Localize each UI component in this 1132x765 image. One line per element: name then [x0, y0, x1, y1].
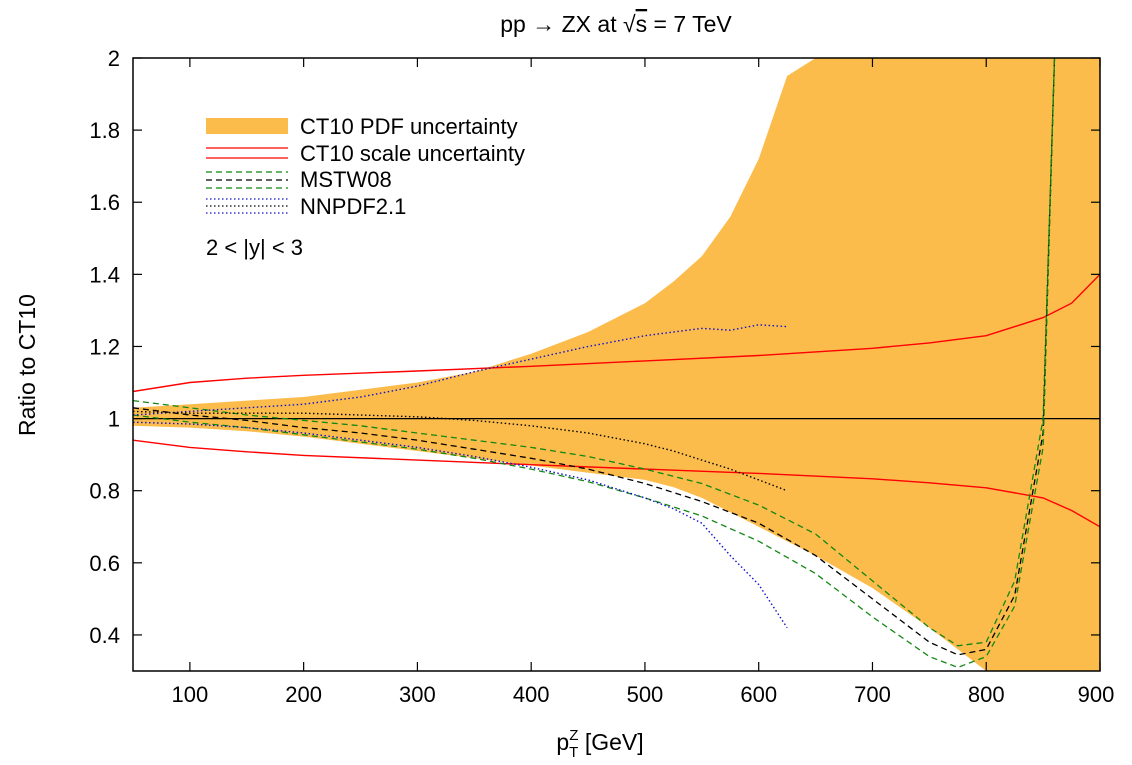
plot-area — [133, 58, 1100, 671]
legend-label-mstw: MSTW08 — [300, 167, 392, 192]
chart-title: pp → ZX at √s = 7 TeV — [500, 11, 732, 37]
y-tick-label: 1.2 — [89, 334, 120, 359]
ct10-scale-upper-line — [133, 273, 1100, 393]
x-axis-title-p: p — [556, 729, 569, 755]
x-tick-label: 800 — [968, 682, 1005, 707]
x-axis: 100 200 300 400 500 600 700 800 900 — [172, 58, 1115, 707]
title-mid: ZX at — [555, 11, 623, 37]
x-tick-label: 500 — [627, 682, 664, 707]
y-tick-label: 0.4 — [89, 623, 120, 648]
title-s: s — [636, 11, 648, 37]
legend: CT10 PDF uncertainty CT10 scale uncertai… — [206, 114, 525, 219]
x-tick-label: 700 — [854, 682, 891, 707]
title-arrow: → — [532, 11, 555, 37]
legend-label-nnpdf: NNPDF2.1 — [300, 194, 406, 219]
title-prefix: pp — [500, 11, 532, 37]
nnpdf21-central-line — [133, 410, 788, 492]
nnpdf21-upper-line — [133, 324, 788, 416]
y-tick-label: 1.4 — [89, 262, 120, 287]
x-tick-label: 200 — [285, 682, 322, 707]
y-tick-label: 2 — [108, 46, 120, 71]
nnpdf21-lower-line — [133, 421, 788, 629]
x-axis-title: pTZ [GeV] — [556, 727, 643, 761]
y-axis: 0.4 0.6 0.8 1 1.2 1.4 1.6 1.8 2 — [89, 46, 1100, 648]
y-tick-label: 0.6 — [89, 551, 120, 576]
title-suffix: = 7 TeV — [647, 11, 732, 37]
y-tick-label: 1.8 — [89, 118, 120, 143]
legend-swatch-pdf-band — [206, 118, 288, 134]
x-axis-title-sub: T — [569, 744, 578, 761]
legend-label-scale: CT10 scale uncertainty — [300, 141, 525, 166]
x-axis-title-unit: [GeV] — [578, 729, 643, 755]
mstw08-lower-line — [133, 58, 1056, 669]
title-root-sign: √ — [623, 11, 636, 37]
x-tick-label: 100 — [172, 682, 209, 707]
ct10-pdf-band — [133, 58, 1100, 671]
ct10-scale-lower-line — [133, 439, 1100, 528]
y-tick-label: 1.6 — [89, 190, 120, 215]
rapidity-annotation: 2 < |y| < 3 — [206, 235, 303, 260]
mstw08-upper-line — [133, 58, 1056, 647]
x-tick-label: 900 — [1078, 682, 1115, 707]
y-axis-title: Ratio to CT10 — [14, 294, 40, 436]
x-tick-label: 600 — [740, 682, 777, 707]
y-tick-label: 1 — [108, 407, 120, 432]
x-axis-title-sup: Z — [569, 727, 578, 744]
legend-label-pdf: CT10 PDF uncertainty — [300, 114, 518, 139]
x-tick-label: 400 — [513, 682, 550, 707]
mstw08-central-line — [133, 58, 1056, 656]
plot-frame — [132, 57, 1101, 672]
y-tick-label: 0.8 — [89, 479, 120, 504]
x-tick-label: 300 — [399, 682, 436, 707]
